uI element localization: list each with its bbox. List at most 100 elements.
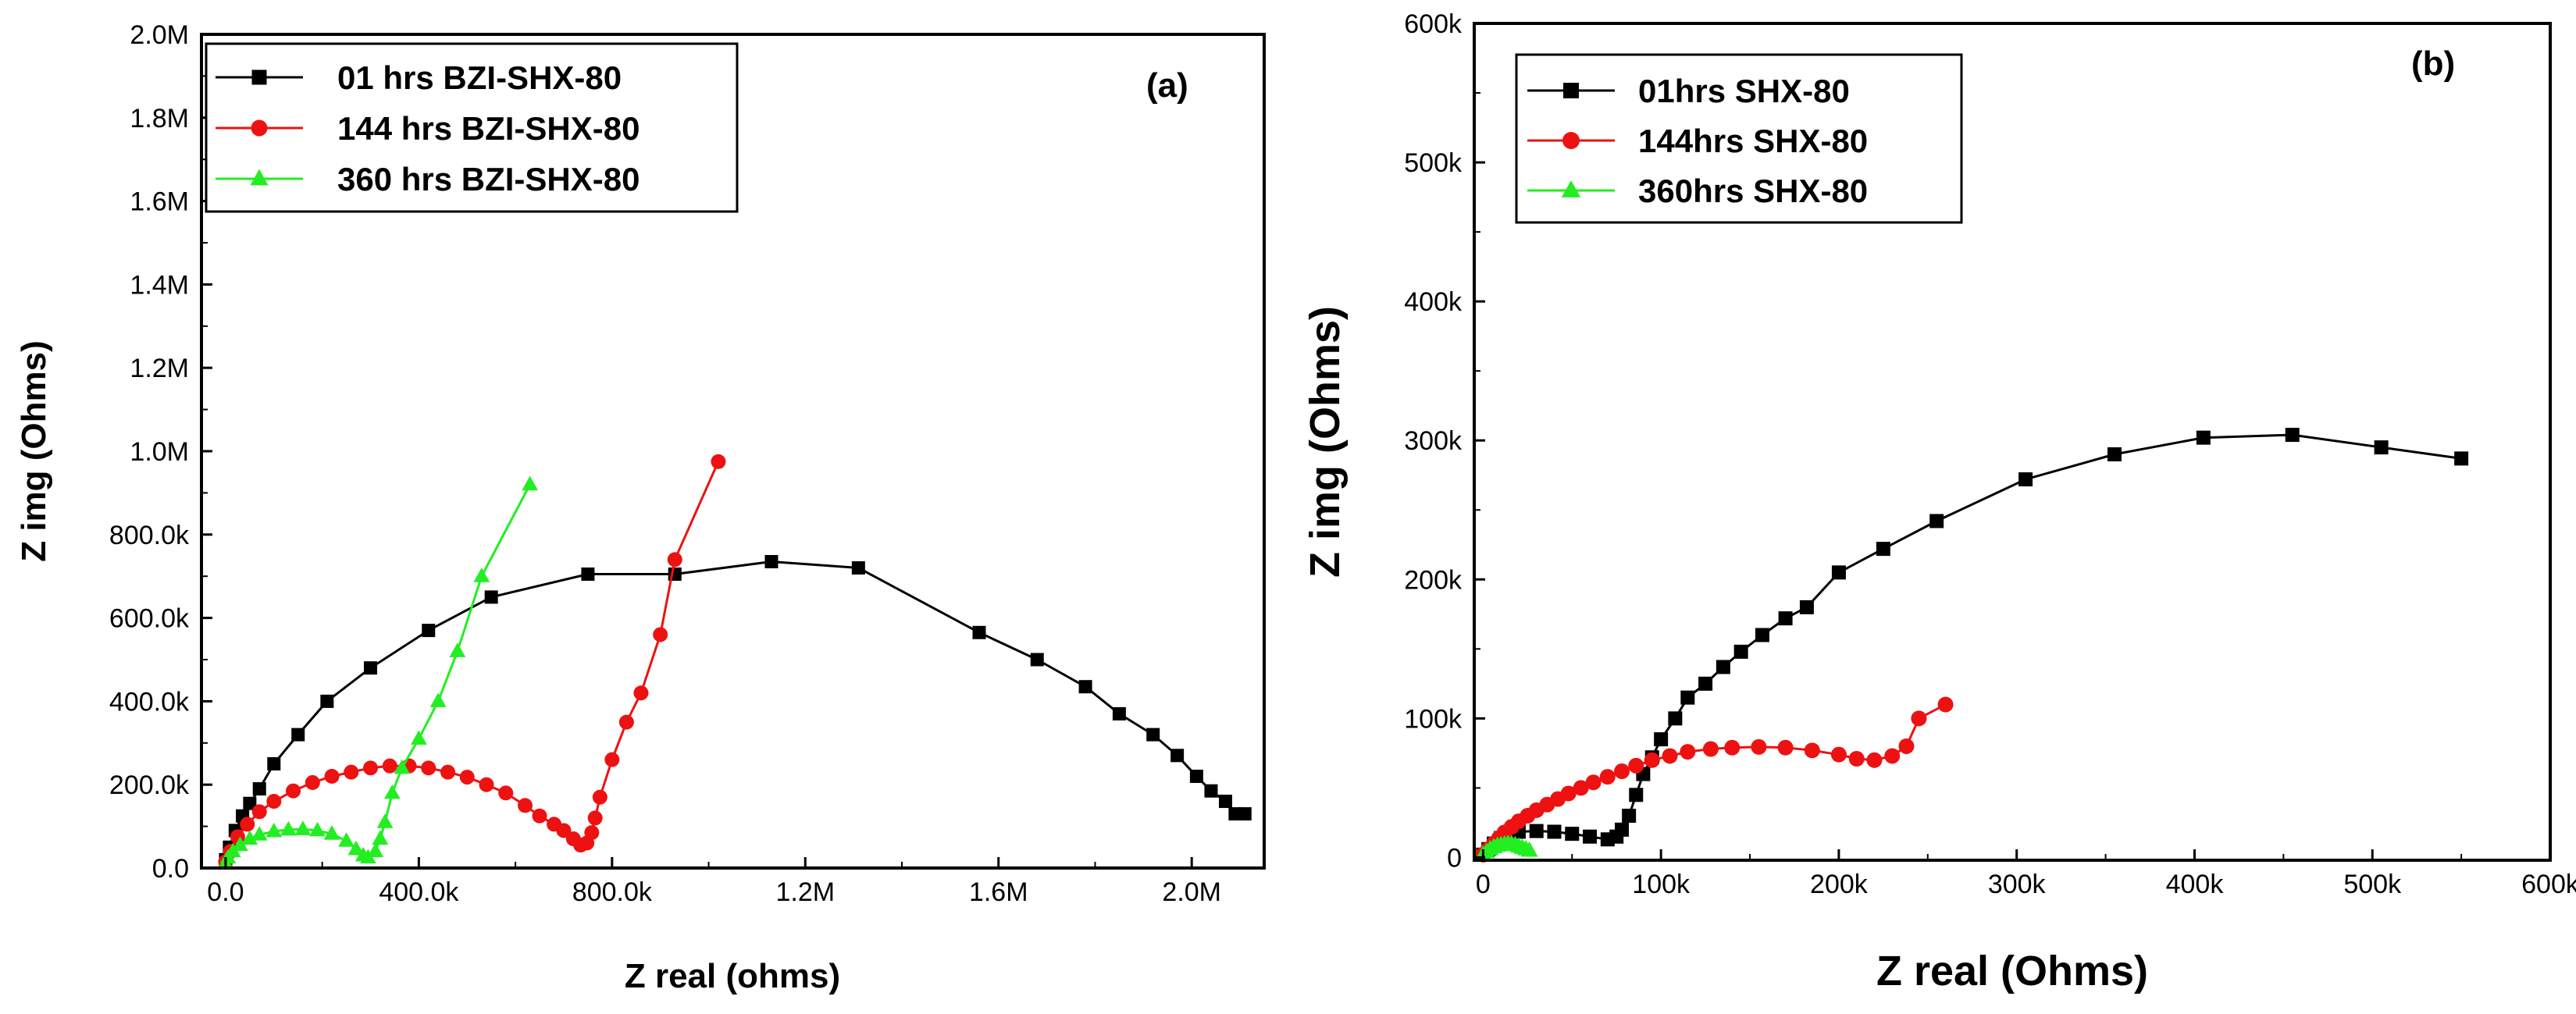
y-tick-label-a-4: 800.0k <box>109 521 190 550</box>
legend-a: 01 hrs BZI-SHX-80 144 hrs BZI-SHX-80 360 h… <box>205 42 739 213</box>
data-point-a-0-8 <box>320 694 334 708</box>
data-point-b-0-21 <box>1716 660 1730 674</box>
y-tick-label-a-8: 1.6M <box>130 187 189 217</box>
series-a-1 <box>218 454 726 870</box>
legend-marker-a-2 <box>250 169 269 186</box>
data-point-a-2-3 <box>232 836 248 852</box>
x-tick-label-b-6: 600k <box>2521 870 2576 899</box>
data-point-b-0-14 <box>1629 788 1644 802</box>
data-point-a-1-25 <box>584 825 600 841</box>
x-axis-title-b: Z real (Ohms) <box>1876 948 2148 994</box>
y-tick-label-a-9: 1.8M <box>130 104 189 133</box>
x-tick-label-b-0: 0 <box>1476 870 1491 899</box>
data-point-a-0-4 <box>243 796 257 810</box>
data-point-b-0-25 <box>1799 600 1814 614</box>
data-point-a-0-20 <box>1146 728 1160 742</box>
data-point-a-1-13 <box>421 760 436 776</box>
data-point-b-0-30 <box>2107 447 2122 462</box>
data-point-b-1-16 <box>1628 757 1644 774</box>
y-tick-label-b-1: 100k <box>1404 704 1463 734</box>
data-point-a-1-16 <box>479 777 494 792</box>
legend-marker-b-2 <box>1561 180 1581 197</box>
data-point-b-0-8 <box>1565 827 1580 841</box>
data-point-a-0-14 <box>764 555 779 569</box>
legend-label-b-0: 01hrs SHX-80 <box>1638 73 1850 109</box>
data-point-b-1-24 <box>1804 742 1820 759</box>
data-point-a-1-11 <box>382 758 397 774</box>
x-tick-label-a-1: 400.0k <box>379 877 459 907</box>
data-point-b-0-24 <box>1778 611 1793 626</box>
data-point-a-0-12 <box>581 567 595 582</box>
data-point-a-2-4 <box>241 830 258 845</box>
data-point-a-0-9 <box>364 661 378 675</box>
data-point-b-0-31 <box>2196 430 2211 445</box>
x-tick-label-b-1: 100k <box>1632 870 1691 899</box>
x-tick-label-b-3: 300k <box>1988 870 2047 899</box>
x-axis-title-a: Z real (ohms) <box>625 957 840 995</box>
data-point-a-1-4 <box>251 804 267 820</box>
data-point-b-0-29 <box>2018 472 2033 487</box>
series-a-2 <box>217 475 539 870</box>
data-point-a-1-14 <box>440 764 456 780</box>
data-point-a-0-5 <box>252 782 266 796</box>
data-point-b-1-15 <box>1614 763 1630 780</box>
legend-marker-a-0 <box>251 69 267 85</box>
legend-b: 01hrs SHX-80 144hrs SHX-80 360hrs SHX-80 <box>1515 53 1963 224</box>
y-tick-label-a-2: 400.0k <box>109 687 190 717</box>
y-tick-label-b-6: 600k <box>1404 9 1463 39</box>
data-point-b-0-12 <box>1615 822 1630 837</box>
data-point-a-1-21 <box>556 823 572 838</box>
data-point-a-2-8 <box>294 820 312 835</box>
data-point-b-0-27 <box>1876 542 1890 557</box>
panel-label-a: (a) <box>1146 66 1188 105</box>
data-point-b-1-14 <box>1599 769 1616 785</box>
data-point-b-0-17 <box>1654 732 1669 747</box>
legend-label-a-1: 144 hrs BZI-SHX-80 <box>337 110 640 147</box>
data-point-b-0-19 <box>1680 690 1695 705</box>
data-point-a-1-19 <box>532 808 547 824</box>
x-tick-label-b-5: 500k <box>2343 870 2402 899</box>
data-point-b-1-17 <box>1644 752 1660 768</box>
y-tick-label-a-7: 1.4M <box>130 270 189 300</box>
data-point-a-2-6 <box>265 822 283 838</box>
data-point-a-2-10 <box>323 825 340 840</box>
data-point-b-0-6 <box>1529 824 1544 838</box>
data-point-a-0-19 <box>1112 706 1126 720</box>
data-point-a-2-15 <box>367 842 384 858</box>
data-point-b-0-26 <box>1831 565 1846 580</box>
legend-label-a-2: 360 hrs BZI-SHX-80 <box>337 161 640 197</box>
legend-marker-a-1 <box>251 119 268 137</box>
data-point-a-0-21 <box>1170 749 1185 763</box>
data-point-a-0-18 <box>1078 680 1092 694</box>
data-point-b-0-33 <box>2374 440 2389 455</box>
chart-panel-a: 0.0 400.0k 800.0k 1.2M 1.6M 2.0M 0.0 200.0k 400.… <box>15 20 1266 995</box>
data-point-a-1-6 <box>286 783 301 799</box>
data-point-b-0-18 <box>1668 711 1683 726</box>
panel-label-b: (b) <box>2411 44 2455 83</box>
data-point-b-0-28 <box>1929 514 1944 528</box>
chart-panel-b: 0 100k 200k 300k 400k 500k 600k 0 100k 200k 300k 40… <box>1302 9 2576 994</box>
data-point-a-1-28 <box>604 752 620 767</box>
y-tick-label-a-1: 200.0k <box>109 770 190 800</box>
legend-marker-b-0 <box>1563 83 1579 98</box>
data-point-b-2-13 <box>1520 841 1538 857</box>
data-point-a-2-16 <box>372 830 389 845</box>
data-point-a-2-9 <box>309 821 326 837</box>
x-tick-label-a-4: 1.6M <box>969 877 1028 907</box>
y-tick-label-a-6: 1.2M <box>130 354 189 383</box>
data-point-a-1-27 <box>592 789 607 805</box>
data-point-a-2-19 <box>394 759 411 774</box>
data-point-a-0-23 <box>1204 784 1218 798</box>
y-tick-label-b-3: 300k <box>1404 426 1463 456</box>
y-tick-label-b-0: 0 <box>1447 843 1462 873</box>
data-point-b-0-7 <box>1547 824 1562 839</box>
data-point-b-1-28 <box>1884 748 1901 764</box>
y-tick-label-b-2: 200k <box>1404 565 1463 595</box>
data-point-b-1-30 <box>1911 710 1927 727</box>
data-point-a-0-16 <box>972 625 986 639</box>
x-tick-label-a-2: 800.0k <box>572 877 653 907</box>
data-point-b-0-20 <box>1698 676 1713 691</box>
data-point-a-0-6 <box>267 757 281 770</box>
legend-marker-b-1 <box>1562 132 1580 149</box>
